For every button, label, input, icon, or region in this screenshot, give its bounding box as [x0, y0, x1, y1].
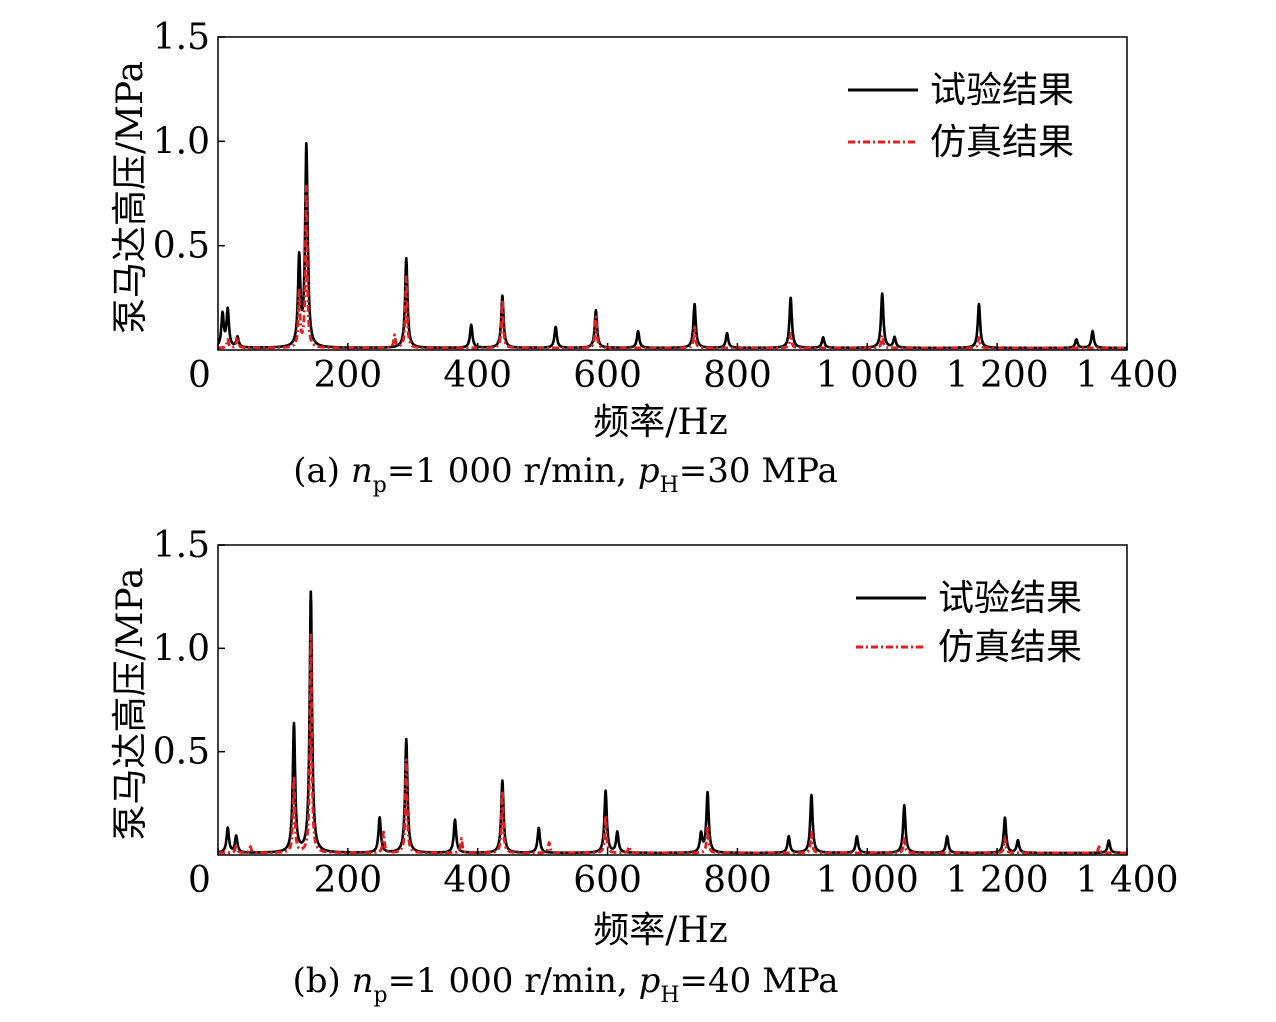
y-axis-label: 泵马达高压/MPa [110, 61, 151, 334]
series-line-simulation [218, 632, 1127, 855]
x-tick-label: 1 000 [816, 860, 919, 901]
series-group [218, 141, 1127, 350]
caption-n-sub: p [373, 473, 387, 498]
caption-p-eq: =40 MPa [680, 961, 839, 1001]
x-tick-label: 600 [573, 355, 642, 396]
x-tick-label: 0 [188, 355, 211, 396]
x-tick-label: 400 [443, 860, 512, 901]
caption-n-eq: =1 000 r/min, [388, 961, 639, 1001]
plot-frame [217, 36, 1128, 351]
x-tick-label: 1 000 [816, 355, 919, 396]
series-line-experiment [218, 141, 1127, 350]
panel-caption: (b) np=1 000 r/min, pH=40 MPa [292, 961, 838, 1008]
x-tick-label: 400 [443, 355, 512, 396]
x-axis-label: 频率/Hz [593, 402, 728, 443]
legend-label: 试验结果 [938, 578, 1082, 619]
x-tick-label: 1 200 [946, 860, 1049, 901]
legend-label: 仿真结果 [930, 122, 1074, 163]
caption-p-sub: H [660, 473, 679, 498]
x-tick-label: 1 400 [1075, 860, 1178, 901]
panel-caption: (a) np=1 000 r/min, pH=30 MPa [293, 451, 838, 498]
caption-n-sym: n [351, 451, 373, 491]
x-tick-label: 600 [573, 860, 642, 901]
x-tick-label: 200 [313, 355, 382, 396]
y-tick-label: 0.5 [153, 732, 210, 773]
y-tick-label: 1.5 [153, 17, 210, 58]
series-line-simulation [218, 184, 1127, 350]
legend-label: 试验结果 [930, 70, 1074, 111]
x-tick-label: 800 [703, 355, 772, 396]
caption-prefix: (a) [293, 451, 351, 491]
x-axis-label: 频率/Hz [593, 910, 728, 951]
y-tick-label: 1.0 [153, 121, 210, 162]
x-tick-label: 800 [703, 860, 772, 901]
x-tick-label: 0 [188, 860, 211, 901]
caption-n-eq: =1 000 r/min, [387, 451, 638, 491]
x-tick-label: 1 400 [1075, 355, 1178, 396]
y-axis-label: 泵马达高压/MPa [110, 567, 151, 840]
caption-n-sym: n [352, 961, 374, 1001]
y-tick-label: 0.5 [153, 226, 210, 267]
caption-p-eq: =30 MPa [679, 451, 838, 491]
panel-a: 0 200 400 600 800 1 000 1 200 1 400 0.5 1.0 1.5 频率/… [110, 17, 1179, 498]
series-group [218, 590, 1127, 855]
caption-prefix: (b) [292, 961, 351, 1001]
legend-label: 仿真结果 [938, 627, 1082, 668]
y-tick-label: 1.0 [153, 628, 210, 669]
caption-p-sym: p [639, 961, 661, 1001]
x-tick-label: 200 [313, 860, 382, 901]
caption-p-sym: p [638, 451, 660, 491]
panel-b: 0 200 400 600 800 1 000 1 200 1 400 0.5 1.0 1.5 频率/… [110, 525, 1179, 1008]
caption-p-sub: H [660, 983, 679, 1008]
x-tick-label: 1 200 [946, 355, 1049, 396]
plot-frame [217, 544, 1128, 856]
y-tick-label: 1.5 [153, 525, 210, 566]
caption-n-sub: p [374, 983, 388, 1008]
